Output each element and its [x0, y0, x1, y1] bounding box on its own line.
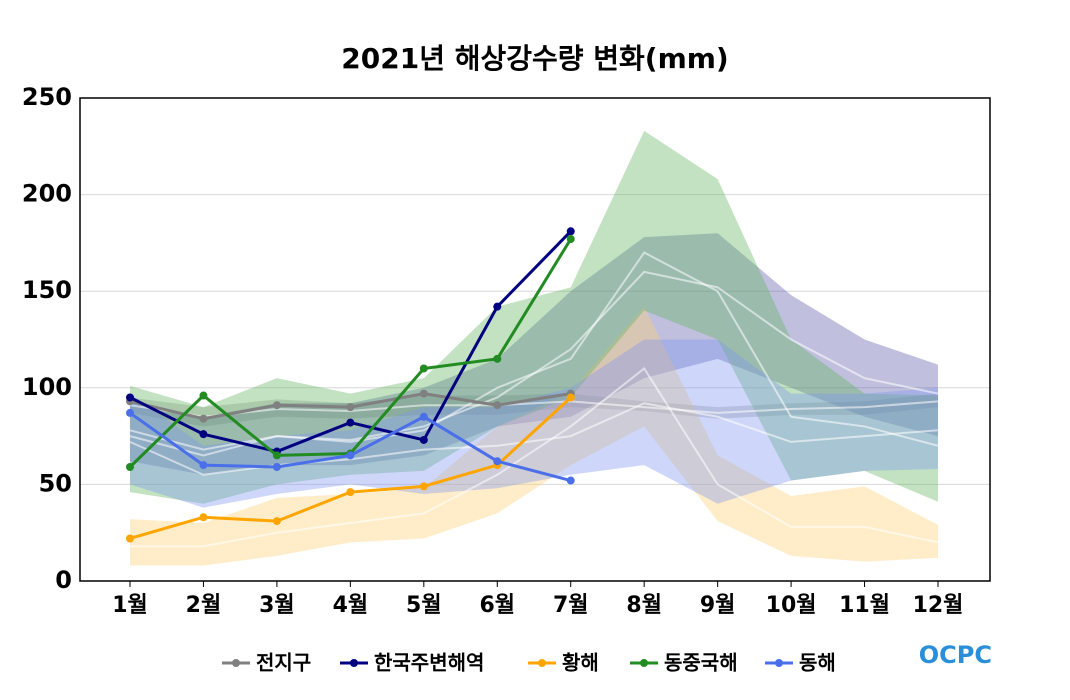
mean-line [129, 251, 939, 457]
legend-item: 한국주변해역 [340, 651, 484, 675]
point [566, 476, 575, 485]
point [566, 235, 575, 244]
point [199, 414, 208, 423]
legend-label: 전지구 [256, 651, 311, 675]
point [346, 451, 355, 460]
point [346, 488, 355, 497]
legend-dot [350, 659, 358, 667]
point [272, 451, 281, 460]
legend-dot [538, 659, 546, 667]
x-tick-label: 1월 [112, 593, 148, 618]
point [419, 364, 428, 373]
point [199, 430, 208, 439]
point [126, 534, 134, 543]
x-tick-label: 12월 [913, 593, 964, 618]
legend-item: 전지구 [222, 651, 311, 675]
logo: OCPC [919, 641, 992, 669]
point [419, 389, 428, 398]
point [199, 391, 208, 400]
chart-title: 2021년 해상강수량 변화(mm) [341, 42, 728, 75]
y-tick-label: 100 [22, 373, 72, 401]
range-band [130, 339, 938, 508]
plot-frame [79, 97, 991, 582]
point [199, 513, 208, 522]
x-tick-label: 11월 [839, 593, 890, 618]
point [126, 393, 134, 402]
legend-dot [232, 659, 240, 667]
point [566, 393, 575, 402]
mean-line [130, 367, 939, 548]
legend-item: 동중국해 [630, 651, 738, 675]
point [493, 302, 502, 311]
range-band [130, 233, 938, 475]
point [493, 354, 502, 363]
x-tick-label: 9월 [700, 593, 736, 618]
point [199, 461, 208, 470]
x-tick-label: 2월 [186, 593, 222, 618]
legend-label: 동해 [799, 651, 836, 675]
x-tick-label: 3월 [259, 593, 295, 618]
y-tick-label: 150 [22, 276, 72, 304]
point [493, 401, 502, 410]
x-tick-label: 8월 [626, 593, 662, 618]
point [272, 401, 281, 410]
y-tick-label: 0 [55, 566, 72, 594]
legend-dot [775, 659, 783, 667]
point [419, 482, 428, 491]
point [346, 418, 355, 427]
mean-line [129, 400, 939, 418]
point [566, 227, 575, 236]
x-tick-label: 5월 [406, 593, 442, 618]
y-tick-label: 200 [22, 180, 72, 208]
x-tick-label: 7월 [553, 593, 589, 618]
range-band [130, 393, 938, 427]
point [126, 408, 134, 417]
point [272, 463, 281, 472]
point [272, 517, 281, 526]
y-tick-label: 50 [39, 469, 72, 497]
legend-label: 동중국해 [664, 651, 738, 675]
point [419, 435, 428, 444]
legend-item: 황해 [528, 651, 599, 675]
point [419, 412, 428, 421]
x-tick-label: 4월 [333, 593, 369, 618]
legend-item: 동해 [765, 651, 836, 675]
legend-label: 황해 [562, 651, 599, 675]
point [493, 457, 502, 466]
point [346, 403, 355, 412]
legend-dot [640, 659, 648, 667]
legend-label: 한국주변해역 [374, 651, 484, 675]
point [126, 463, 134, 472]
x-tick-label: 10월 [766, 593, 817, 618]
y-tick-label: 250 [22, 83, 72, 111]
x-tick-label: 6월 [479, 593, 515, 618]
